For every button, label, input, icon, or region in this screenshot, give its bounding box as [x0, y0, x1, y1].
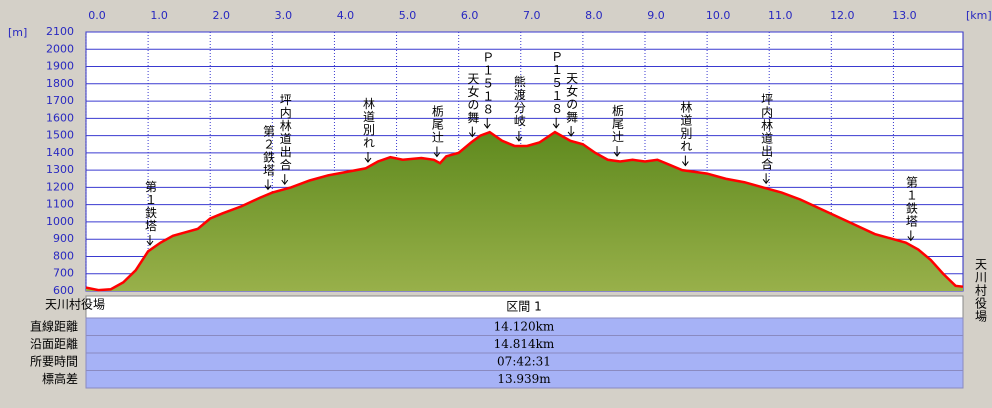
annotation-label: 林道別れ [679, 101, 693, 153]
y-tick-label: 1000 [46, 215, 74, 228]
annotation-label: 坪内林道出合 [278, 93, 292, 171]
annotation-label: 第１鉄塔 [904, 176, 918, 228]
y-tick-label: 2000 [46, 42, 74, 55]
x-tick-label: 9.0 [647, 9, 665, 22]
y-tick-label: 1500 [46, 129, 74, 142]
x-tick-label: 12.0 [830, 9, 855, 22]
annotation-arrowhead [681, 161, 689, 167]
y-tick-label: 1300 [46, 163, 74, 176]
y-tick-label: 1700 [46, 94, 74, 107]
start-label: 天川村役場 [45, 297, 105, 312]
table-row [85, 370, 964, 389]
x-tick-label: 11.0 [768, 9, 793, 22]
row-label: 沿面距離 [30, 337, 78, 351]
x-tick-label: 8.0 [585, 9, 603, 22]
y-tick-label: 900 [53, 232, 74, 245]
x-tick-label: 6.0 [461, 9, 479, 22]
table-header-text: 区間 1 [506, 300, 541, 314]
elevation-line [85, 130, 964, 292]
annotation-label: 栃尾辻 [430, 105, 444, 144]
annotation-arrowhead [907, 236, 915, 242]
end-label: 天川村役場 [974, 258, 988, 323]
annotation-label: Ｐ１５１８ [481, 51, 495, 116]
annotation-arrowhead [146, 240, 154, 246]
annotation-arrowhead [281, 179, 289, 185]
row-value: 13.939m [497, 372, 551, 386]
x-tick-label: 7.0 [523, 9, 541, 22]
annotation-label: 第１鉄塔 [143, 180, 157, 232]
row-value: 07:42:31 [497, 354, 551, 368]
y-unit: [m] [8, 26, 27, 39]
annotation-label: 天女の舞 [466, 73, 480, 125]
annotation-arrowhead [264, 185, 272, 191]
annotation-arrowhead [567, 131, 575, 137]
x-unit: [km] [966, 9, 992, 22]
annotation-label: 林道別れ [361, 97, 375, 149]
annotation-label: 天女の舞 [565, 72, 579, 124]
annotation-arrowhead [552, 123, 560, 129]
y-tick-label: 1600 [46, 111, 74, 124]
y-tick-label: 1400 [46, 146, 74, 159]
annotation-arrowhead [613, 151, 621, 157]
x-tick-label: 4.0 [337, 9, 355, 22]
annotation-label: 坪内林道出合 [760, 92, 774, 170]
annotation-arrowhead [762, 178, 770, 185]
annotation-label: 熊渡分岐 [512, 74, 526, 127]
annotation-label: 栃尾辻 [611, 104, 625, 143]
annotation-arrowhead [483, 123, 491, 129]
annotation-arrowhead [433, 152, 441, 158]
x-tick-label: 5.0 [399, 9, 417, 22]
row-value: 14.814km [494, 337, 555, 351]
annotation-label: 第２鉄塔 [261, 125, 275, 177]
y-tick-label: 1800 [46, 77, 74, 90]
y-tick-label: 600 [53, 284, 74, 297]
x-tick-label: 3.0 [275, 9, 293, 22]
row-label: 所要時間 [30, 354, 78, 368]
x-tick-label: 10.0 [706, 9, 731, 22]
y-tick-label: 700 [53, 267, 74, 280]
x-tick-label: 13.0 [892, 9, 917, 22]
annotation-label: Ｐ１５１８ [550, 51, 564, 116]
x-tick-label: 1.0 [150, 9, 168, 22]
elevation-area [86, 132, 963, 291]
y-tick-label: 2100 [46, 25, 74, 38]
y-tick-label: 1900 [46, 60, 74, 73]
annotation-arrowhead [468, 132, 476, 138]
x-tick-label: 2.0 [212, 9, 230, 22]
row-label: 標高差 [42, 371, 78, 386]
y-tick-label: 800 [53, 249, 74, 262]
y-tick-label: 1100 [46, 198, 74, 211]
annotation-arrowhead [364, 157, 372, 163]
x-tick-label: 0.0 [88, 9, 106, 22]
annotation-arrowhead [515, 136, 523, 142]
y-tick-label: 1200 [46, 180, 74, 193]
row-label: 直線距離 [30, 318, 78, 333]
row-value: 14.120km [494, 319, 555, 333]
